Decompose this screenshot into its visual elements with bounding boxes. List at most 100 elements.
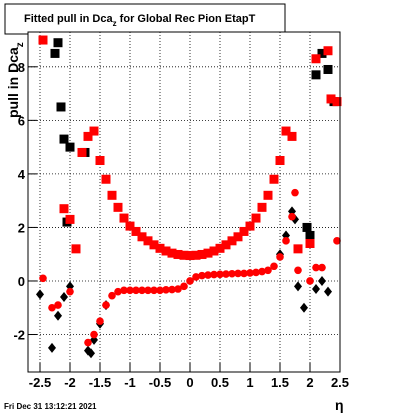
circle-marker <box>264 266 272 275</box>
square-marker <box>59 134 69 144</box>
circle-marker <box>114 287 122 296</box>
square-marker <box>209 246 219 256</box>
circle-marker <box>102 301 110 309</box>
circle-marker <box>276 253 284 261</box>
title-part: Fitted pull in Dca <box>24 13 113 25</box>
square-marker <box>131 226 141 236</box>
diamond-marker <box>318 275 326 286</box>
chart-title: Fitted pull in Dcaz for Global Rec Pion … <box>24 13 256 28</box>
square-marker <box>185 251 195 261</box>
circle-marker <box>198 271 206 280</box>
circle-marker <box>144 286 152 295</box>
square-marker <box>89 126 99 136</box>
y-label-part: pull in Dca <box>5 47 21 118</box>
square-marker <box>101 174 111 184</box>
circle-marker <box>90 330 98 339</box>
square-marker <box>245 221 255 231</box>
circle-marker <box>162 286 170 294</box>
square-marker <box>302 222 312 232</box>
diamond-marker <box>300 302 308 313</box>
circle-marker <box>204 271 212 279</box>
circle-marker <box>240 269 248 278</box>
x-tick-label: -2 <box>64 375 76 390</box>
circle-marker <box>174 285 182 293</box>
circle-marker <box>192 273 200 281</box>
circle-marker <box>150 286 158 295</box>
y-tick-label: 8 <box>18 60 25 75</box>
circle-marker <box>126 286 134 295</box>
circle-marker <box>84 338 92 347</box>
square-marker <box>239 226 249 236</box>
axes-box <box>27 31 341 373</box>
x-tick-label: -0.5 <box>149 375 171 390</box>
circle-marker <box>252 268 260 277</box>
circle-marker <box>246 269 254 277</box>
square-marker <box>59 204 69 214</box>
x-tick-label: -1.5 <box>89 375 111 390</box>
square-marker <box>149 240 159 250</box>
y-tick-label: 0 <box>18 274 25 289</box>
square-marker <box>191 250 201 260</box>
square-marker <box>323 64 333 74</box>
square-marker <box>143 236 153 246</box>
square-marker <box>263 190 273 200</box>
square-marker <box>203 248 213 258</box>
square-marker <box>317 48 327 58</box>
square-marker <box>332 97 342 107</box>
diamond-marker <box>324 286 332 297</box>
diamond-marker <box>54 310 62 321</box>
square-marker <box>305 230 315 240</box>
circle-marker <box>168 285 176 294</box>
square-marker <box>305 238 315 248</box>
circle-marker <box>120 286 128 295</box>
diamond-marker <box>294 281 302 292</box>
y-label-sub: z <box>15 42 26 47</box>
circle-marker <box>294 266 302 275</box>
x-tick-label: 1.5 <box>271 375 289 390</box>
diamond-marker <box>87 348 95 359</box>
circle-marker <box>156 286 164 295</box>
x-tick-label: 0 <box>186 375 193 390</box>
circle-marker <box>306 277 314 285</box>
circle-marker <box>234 269 242 278</box>
square-marker <box>65 142 75 152</box>
square-marker <box>275 156 285 166</box>
square-marker <box>113 202 123 212</box>
square-marker <box>65 214 75 224</box>
x-axis-label: η <box>335 397 344 413</box>
circle-marker <box>291 188 299 197</box>
square-marker <box>167 248 177 258</box>
square-marker <box>227 236 237 246</box>
x-tick-label: 2.5 <box>331 375 349 390</box>
square-marker <box>257 202 267 212</box>
circle-marker <box>318 263 326 272</box>
circle-marker <box>138 286 146 295</box>
circle-marker <box>258 267 266 276</box>
square-marker <box>311 70 321 80</box>
square-marker <box>197 249 207 259</box>
square-marker <box>179 250 189 260</box>
circle-marker <box>39 274 47 283</box>
square-marker <box>125 221 135 231</box>
diamond-marker <box>312 284 320 295</box>
y-tick-label: 6 <box>18 113 25 128</box>
circle-marker <box>66 287 74 296</box>
footer: Fri Dec 31 13:12:21 2021 <box>4 402 97 411</box>
square-marker <box>293 244 303 254</box>
y-tick-label: 2 <box>18 220 25 235</box>
circle-marker <box>228 269 236 278</box>
circle-marker <box>96 317 104 325</box>
circle-marker <box>108 291 116 300</box>
circle-marker <box>216 270 224 279</box>
circle-marker <box>180 282 188 291</box>
circle-marker <box>186 277 194 285</box>
square-marker <box>221 240 231 250</box>
square-marker <box>269 174 279 184</box>
square-marker <box>50 48 60 58</box>
x-tick-label: 1 <box>246 375 253 390</box>
diamond-marker <box>48 342 56 353</box>
square-marker <box>326 94 336 104</box>
x-tick-label: 2 <box>306 375 313 390</box>
square-marker <box>107 190 117 200</box>
